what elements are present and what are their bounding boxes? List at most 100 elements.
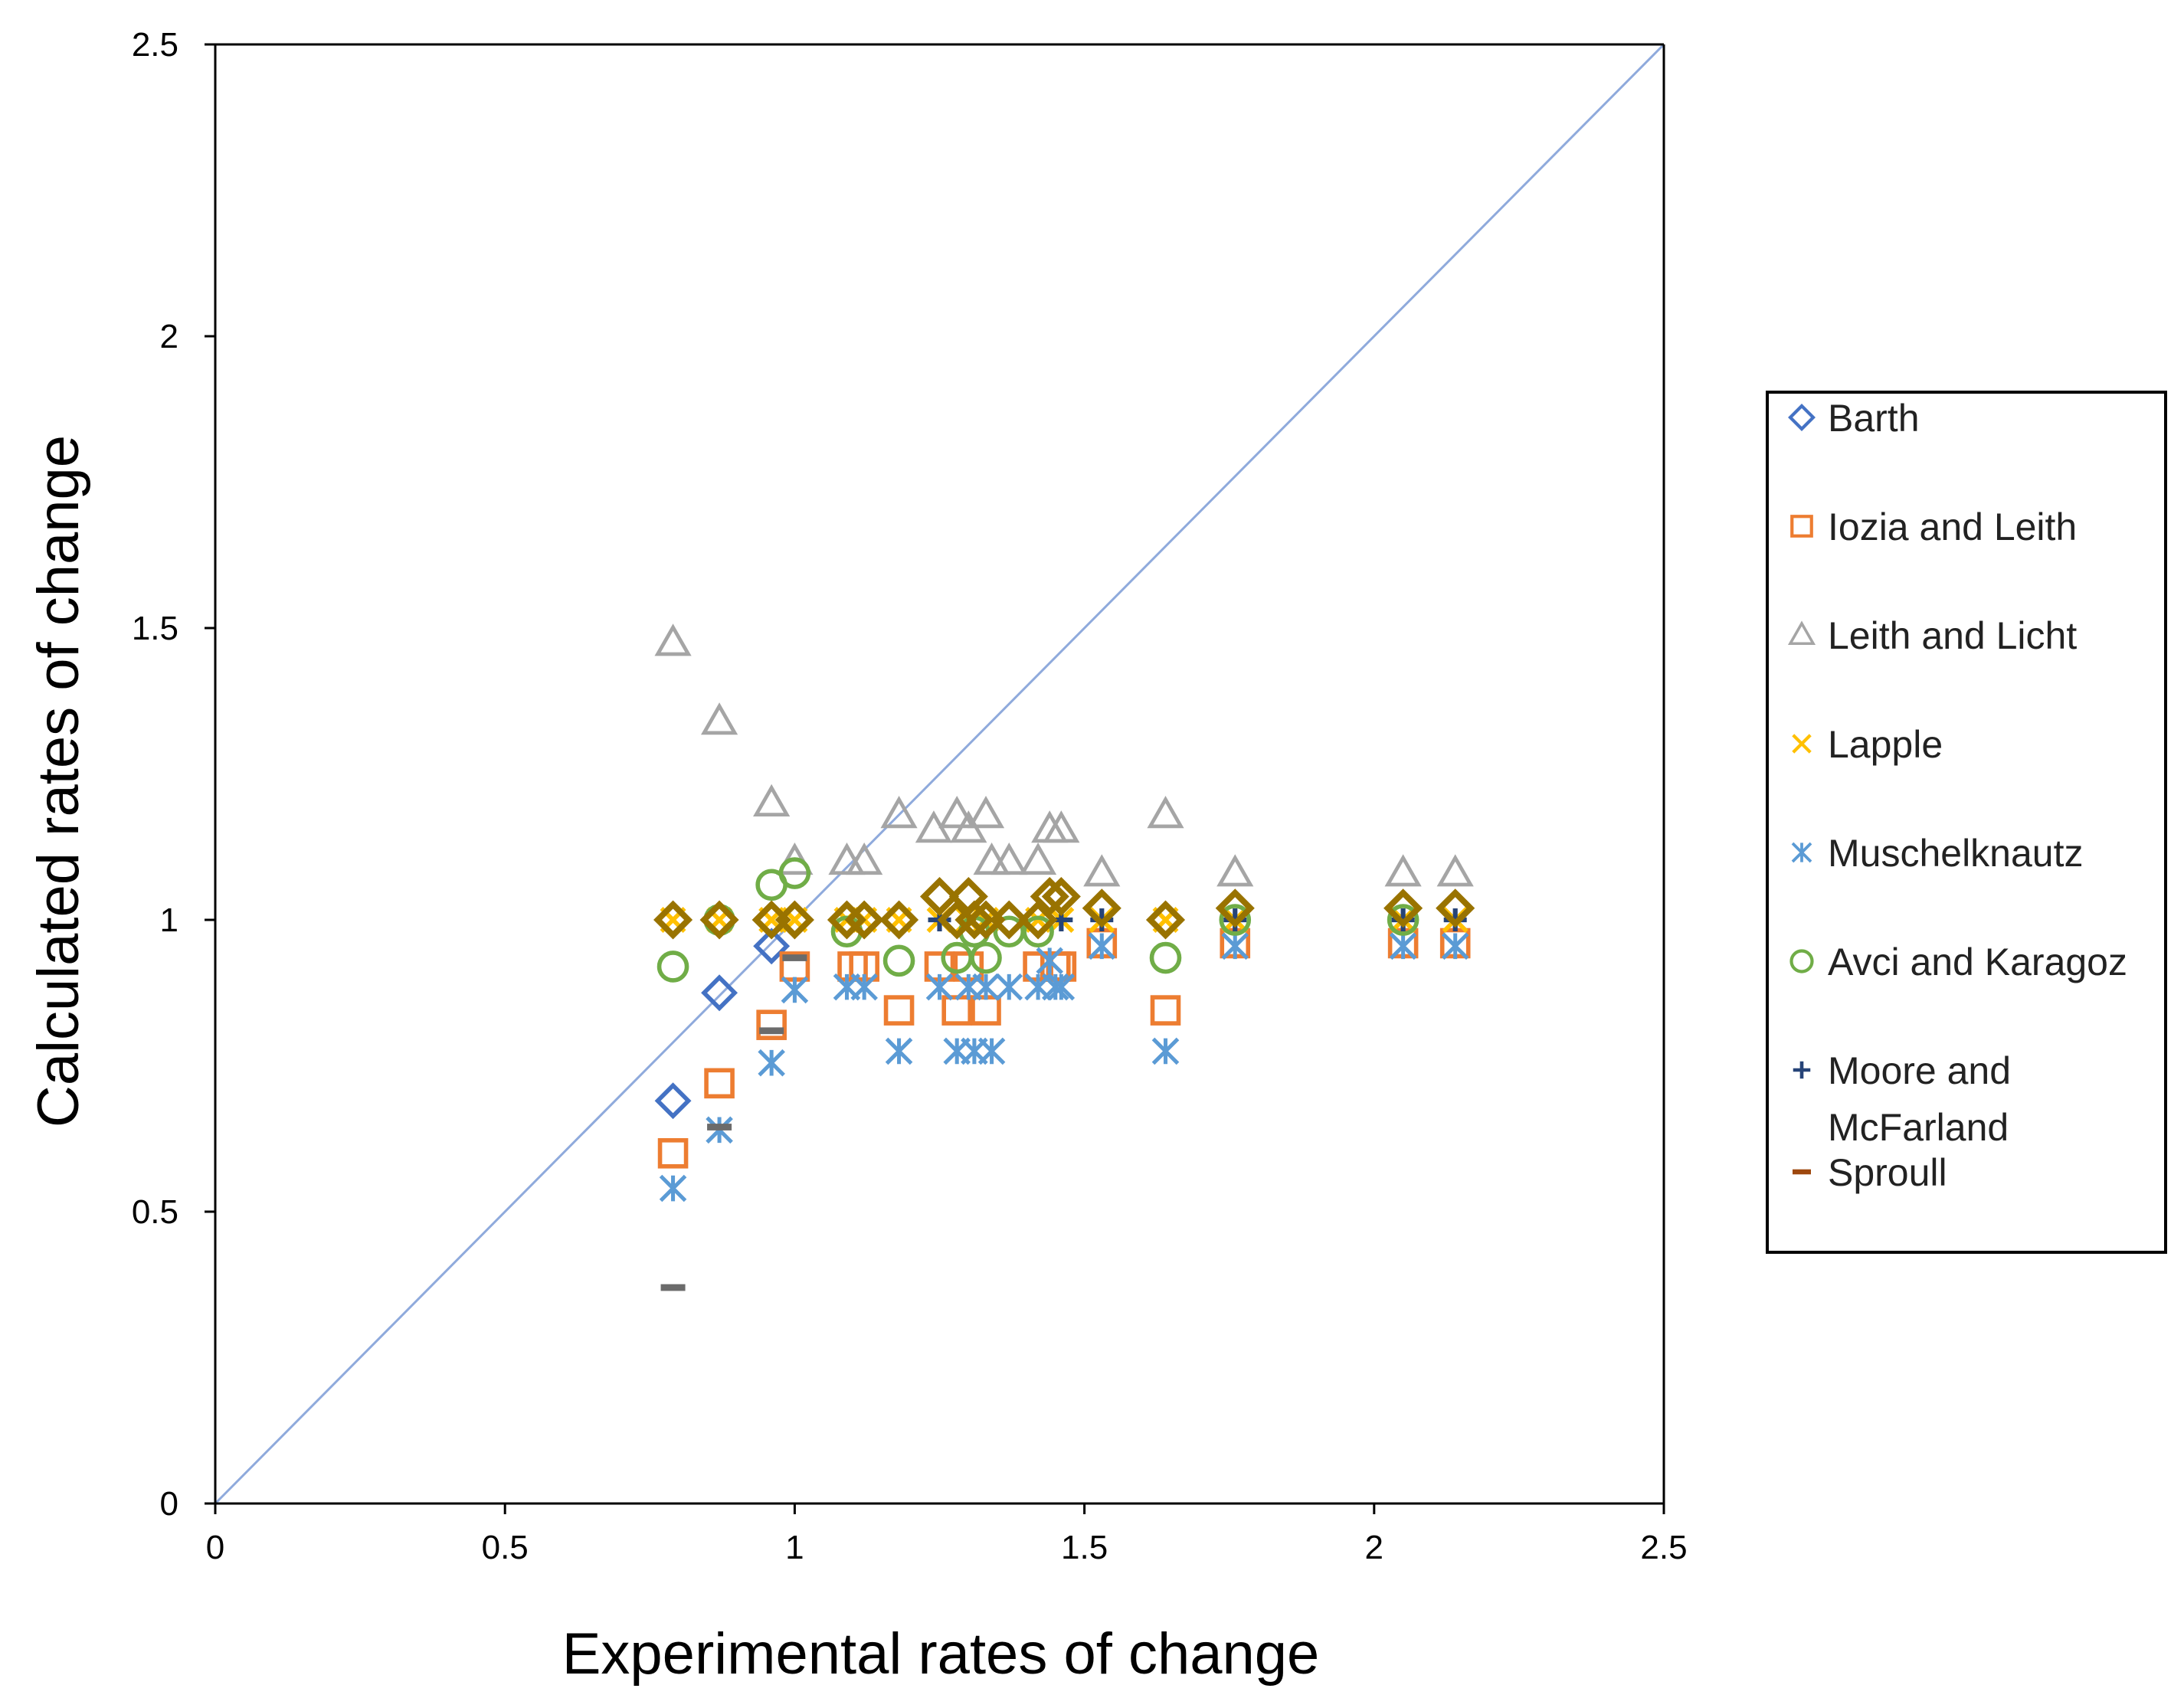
data-point — [1149, 941, 1182, 974]
data-point — [1019, 843, 1057, 875]
legend-item: Iozia and Leith — [1790, 506, 2077, 548]
data-point — [660, 1284, 686, 1291]
data-point — [1036, 947, 1064, 975]
data-point — [990, 843, 1028, 875]
x-tick-label: 2 — [1365, 1529, 1383, 1566]
data-point — [967, 796, 1005, 829]
data-point — [1383, 888, 1423, 928]
data-point — [699, 900, 739, 940]
data-point — [657, 951, 689, 983]
y-tick-label: 1.5 — [132, 610, 178, 647]
data-point — [758, 1049, 785, 1077]
legend-label: Barth — [1828, 397, 1920, 440]
legend-marker — [1793, 1169, 1811, 1175]
legend-item: Moore and McFarland — [1793, 1049, 2011, 1149]
data-point — [977, 1037, 1006, 1065]
data-point — [778, 857, 811, 889]
data-point — [707, 1124, 732, 1130]
data-point — [653, 900, 693, 940]
data-point — [1150, 995, 1181, 1026]
y-tick-label: 2 — [160, 318, 178, 355]
data-point — [844, 900, 884, 940]
data-point — [704, 1068, 735, 1099]
data-point — [654, 1082, 692, 1120]
legend-label: Sproull — [1828, 1151, 1947, 1194]
data-point — [1022, 915, 1054, 948]
legend-label-line2: McFarland — [1828, 1106, 2009, 1149]
data-point — [1043, 810, 1080, 843]
data-point — [879, 900, 919, 940]
legend-box — [1766, 391, 2167, 1254]
data-point — [774, 900, 814, 940]
x-tick-label: 1 — [785, 1529, 804, 1566]
data-point — [657, 1138, 689, 1169]
data-point — [938, 796, 976, 829]
series-muschelknautz — [659, 932, 1469, 1202]
legend-marker — [1793, 1061, 1811, 1079]
legend-marker — [1790, 515, 1813, 538]
legend-item: Barth — [1788, 397, 1920, 440]
legend-item: Leith and Licht — [1787, 614, 2077, 657]
x-tick-label: 0.5 — [482, 1529, 529, 1566]
data-point — [1215, 888, 1255, 928]
data-point — [1151, 1037, 1180, 1065]
data-point — [880, 796, 918, 829]
data-point — [970, 941, 1002, 974]
data-point — [925, 973, 954, 1001]
y-tick-label: 0 — [160, 1485, 178, 1523]
data-point — [995, 973, 1023, 1001]
y-tick-label: 1 — [160, 901, 178, 939]
data-point — [1083, 854, 1121, 887]
legend-label: Lapple — [1828, 723, 1943, 766]
y-tick-label: 0.5 — [132, 1193, 178, 1231]
data-point — [1030, 876, 1069, 917]
data-point — [1018, 900, 1058, 940]
legend-label: Avci and Karagoz — [1828, 941, 2127, 983]
data-point — [753, 784, 791, 816]
legend-label: Iozia and Leith — [1828, 506, 2077, 548]
legend-marker — [1789, 949, 1814, 973]
x-tick-label: 1.5 — [1061, 1529, 1108, 1566]
data-point — [1387, 904, 1419, 936]
legend: Barth Iozia and Leith Leith and Licht Lappl… — [1766, 391, 2167, 1254]
data-point — [954, 900, 994, 940]
data-point — [885, 1037, 913, 1065]
legend-marker — [1787, 620, 1816, 646]
x-tick-label: 0 — [206, 1529, 224, 1566]
legend-item: Avci and Karagoz — [1789, 941, 2127, 983]
data-point — [850, 973, 878, 1001]
data-point — [1041, 973, 1069, 1001]
data-point — [1389, 932, 1417, 960]
data-point — [1436, 888, 1475, 928]
legend-marker — [1792, 734, 1812, 754]
data-point — [782, 954, 807, 961]
data-point — [972, 973, 1000, 1001]
y-axis-title: Calculated rates of change — [26, 435, 91, 1127]
data-point — [654, 623, 692, 656]
data-point — [1047, 973, 1076, 1001]
data-point — [781, 976, 809, 1004]
data-point — [989, 900, 1029, 940]
data-points — [653, 623, 1475, 1291]
data-point — [1041, 876, 1081, 917]
data-point — [659, 1174, 687, 1202]
data-point — [883, 995, 915, 1026]
data-point — [1219, 904, 1252, 936]
data-point — [753, 928, 791, 965]
data-point — [1221, 932, 1249, 960]
data-point — [1088, 932, 1116, 960]
legend-label: Leith and Licht — [1828, 614, 2077, 657]
data-point — [701, 974, 738, 1012]
data-point — [756, 1009, 787, 1040]
series-leith-and-licht — [654, 623, 1474, 887]
data-point — [919, 876, 960, 917]
data-point — [759, 1027, 784, 1035]
data-point — [1145, 900, 1186, 940]
legend-item: Muschelknautz — [1791, 832, 2084, 875]
series-unlabeled — [653, 876, 1475, 940]
data-point — [1441, 932, 1469, 960]
legend-label: Moore and — [1828, 1049, 2011, 1092]
y-axis-ticks: 0 0.5 1 1.5 2 2.5 — [132, 26, 215, 1523]
x-axis-ticks: 0 0.5 1 1.5 2 2.5 — [206, 1503, 1688, 1566]
